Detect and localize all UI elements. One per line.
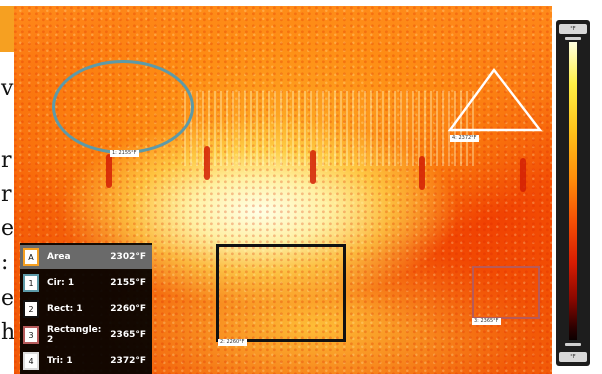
measurement-row-triangle[interactable]: 4 Tri: 1 2372°F: [20, 349, 152, 373]
measurement-badge: A: [23, 248, 39, 266]
measurement-value: 2365°F: [110, 330, 146, 340]
rectangle-2-measurement[interactable]: [472, 266, 540, 319]
rectangle-2-measurement-label: 3: 2365°F: [472, 318, 501, 325]
measurement-row-circle[interactable]: 1 Cir: 1 2155°F: [20, 271, 152, 295]
triangle-measurement-label: 4: 2372°F: [450, 135, 479, 142]
color-scale: °F °F: [556, 20, 590, 366]
measurement-badge: 2: [23, 300, 39, 318]
orange-tab: [0, 6, 14, 52]
hotspot-mark: [310, 150, 316, 184]
hotspot-mark: [520, 158, 526, 192]
measurement-value: 2302°F: [110, 252, 146, 262]
scale-min-label[interactable]: °F: [559, 352, 587, 362]
measurement-list: A Area 2302°F 1 Cir: 1 2155°F 2 Rect: 1 …: [20, 243, 152, 374]
color-gradient-bar: [569, 42, 577, 340]
thermal-stripes: [184, 91, 474, 166]
left-letter: r: [1, 182, 12, 207]
measurement-row-rectangle-2[interactable]: 3 Rectangle: 2 2365°F: [20, 323, 152, 347]
measurement-name: Rect: 1: [47, 304, 83, 314]
hotspot-mark: [204, 146, 210, 180]
rect-measurement[interactable]: [216, 244, 346, 342]
measurement-badge: 4: [23, 352, 39, 370]
left-letter: h: [1, 320, 16, 345]
measurement-value: 2260°F: [110, 304, 146, 314]
measurement-row-area[interactable]: A Area 2302°F: [20, 245, 152, 269]
left-letter: :: [1, 250, 9, 275]
circle-measurement-label: 1: 2155°F: [110, 150, 139, 157]
left-letter: e: [1, 216, 15, 241]
measurement-badge: 1: [23, 274, 39, 292]
measurement-name: Tri: 1: [47, 356, 73, 366]
measurement-row-rect[interactable]: 2 Rect: 1 2260°F: [20, 297, 152, 321]
measurement-name: Rectangle: 2: [47, 325, 102, 345]
measurement-value: 2155°F: [110, 278, 146, 288]
right-edge: [592, 0, 602, 374]
scale-max-label[interactable]: °F: [559, 24, 587, 34]
hotspot-mark: [419, 156, 425, 190]
scale-max-handle[interactable]: [565, 37, 581, 40]
circle-measurement[interactable]: [52, 60, 194, 154]
measurement-value: 2372°F: [110, 356, 146, 366]
hotspot-mark: [106, 154, 112, 188]
left-letter: r: [1, 148, 12, 173]
scale-min-handle[interactable]: [565, 343, 581, 346]
left-letter: e: [1, 286, 15, 311]
left-text-strip: v r r e : e h: [0, 0, 18, 374]
measurement-badge: 3: [23, 326, 39, 344]
rect-measurement-label: 2: 2260°F: [218, 339, 247, 346]
measurement-name: Area: [47, 252, 71, 262]
measurement-name: Cir: 1: [47, 278, 75, 288]
triangle-measurement[interactable]: [444, 66, 544, 136]
left-letter: v: [1, 76, 14, 101]
